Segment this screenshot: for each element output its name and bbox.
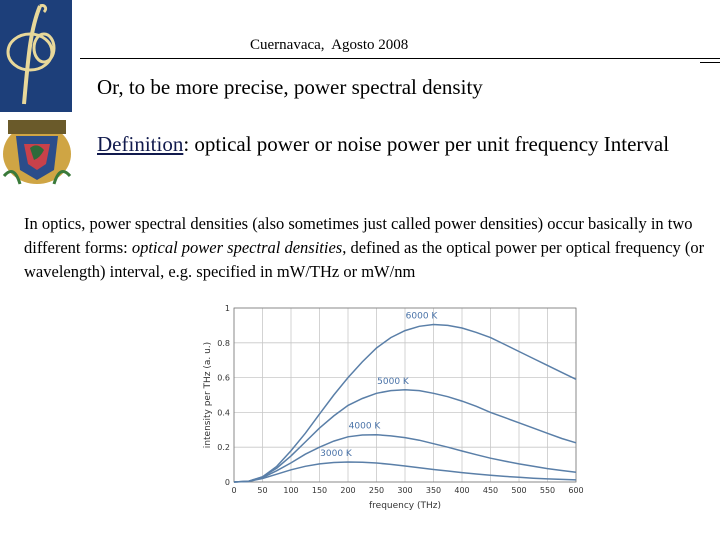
y-tick-label: 0.2 (217, 443, 230, 452)
y-tick-label: 0 (225, 478, 230, 487)
x-tick-label: 50 (257, 486, 267, 495)
series-line-4000-k (233, 433, 577, 483)
series-line-5000-k (233, 389, 577, 483)
plot-frame (233, 307, 577, 483)
x-tick-label: 400 (454, 486, 469, 495)
university-seal-logo (0, 114, 74, 186)
definition-body: : optical power or noise power per unit … (183, 132, 670, 156)
x-tick-label: 150 (312, 486, 327, 495)
y-tick-label: 0.6 (217, 374, 230, 383)
x-tick-label: 550 (540, 486, 555, 495)
x-tick-label: 300 (397, 486, 412, 495)
header-divider-accent (700, 62, 720, 63)
x-tick-label: 600 (568, 486, 583, 495)
x-tick-label: 200 (340, 486, 355, 495)
paragraph-emphasis: optical power spectral densities (131, 238, 343, 257)
series-label: 4000 K (349, 422, 382, 432)
paragraph-part-1: In optics, power spectral densities (als… (24, 214, 693, 257)
x-tick-label: 100 (283, 486, 298, 495)
series-line-3000-k (233, 461, 577, 483)
spectral-density-chart: 0 50 100 150 200 250 300 350 400 450 500 550 600 0 0.2… (203, 304, 584, 511)
series-label: 3000 K (320, 449, 353, 459)
paragraph-part-2: , defined as the optical power per optic… (24, 238, 705, 281)
y-axis-label: intensity per THz (a. u.) (203, 342, 213, 448)
y-tick-label: 1 (225, 304, 230, 313)
x-tick-label: 0 (231, 486, 236, 495)
series-label: 5000 K (377, 377, 410, 387)
series-line-6000-k (233, 323, 577, 483)
header-location-date: Cuernavaca, Agosto 2008 (250, 37, 409, 53)
y-tick-label: 0.4 (217, 408, 230, 417)
monogram-logo-icon (0, 0, 72, 112)
header-divider (80, 58, 720, 59)
x-tick-label: 450 (483, 486, 498, 495)
series-label: 6000 K (406, 312, 439, 322)
x-tick-label: 350 (426, 486, 441, 495)
definition-text: Definition: optical power or noise power… (97, 131, 697, 158)
body-paragraph: In optics, power spectral densities (als… (24, 212, 714, 284)
y-tick-label: 0.8 (217, 339, 230, 348)
x-tick-label: 250 (369, 486, 384, 495)
x-axis-label: frequency (THz) (369, 501, 441, 511)
seal-icon (2, 120, 72, 185)
institution-logo-top (0, 0, 72, 112)
x-tick-label: 500 (511, 486, 526, 495)
slide-subtitle: Or, to be more precise, power spectral d… (97, 75, 483, 99)
definition-term-link[interactable]: Definition (97, 132, 184, 156)
